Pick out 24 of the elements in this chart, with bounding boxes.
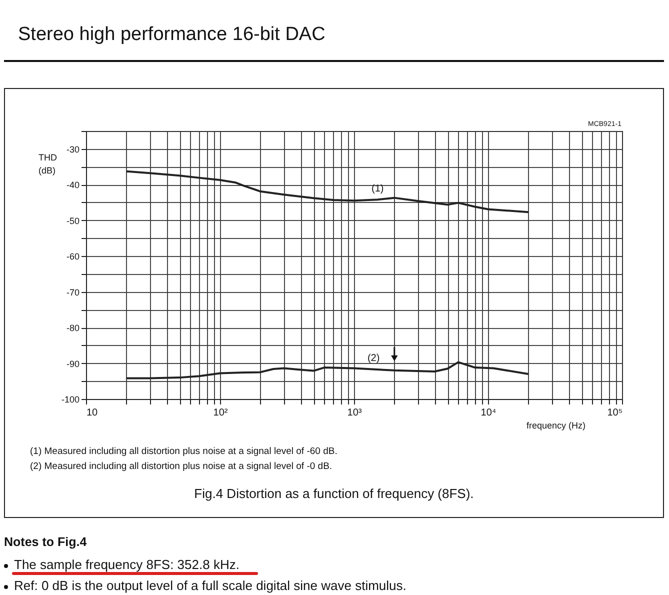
x-tick-label: 10⁴ — [480, 408, 496, 418]
x-tick-label: 10³ — [347, 408, 362, 418]
y-axis-title: THD (dB) — [38, 152, 58, 176]
x-axis-title: frequency (Hz) — [526, 420, 586, 430]
y-tick-label: -80 — [66, 323, 80, 334]
y-tick-label: -70 — [66, 287, 80, 298]
x-tick-label: 10² — [213, 408, 228, 418]
x-tick-label: 10⁵ — [607, 408, 622, 418]
y-tick-label: -30 — [66, 144, 80, 154]
text: (2) Measured including all distortion plus noise at a signal level of -0 dB. — [30, 461, 332, 472]
annotation: (1) — [371, 184, 384, 195]
annotation: (2) — [367, 352, 380, 364]
text: The sample frequency 8FS: 352.8 kHz. — [14, 557, 240, 572]
text: Ref: 0 dB is the output level of a full scale digital sine wave stimulus. — [14, 578, 406, 593]
text: Fig.4 Distortion as a function of frequency (8FS). — [193, 486, 475, 501]
y-tick-label: -50 — [66, 216, 80, 226]
y-tick-label: -100 — [61, 394, 80, 404]
y-tick-label: -60 — [66, 252, 80, 262]
text: (1) Measured including all distortion plus noise at a signal level of -60 dB. — [30, 446, 338, 457]
y-tick-label: -90 — [66, 358, 80, 369]
text: Stereo high performance 16-bit DAC — [18, 24, 326, 46]
text: Notes to Fig.4 — [4, 535, 87, 549]
y-tick-label: -40 — [66, 180, 80, 190]
x-tick-label: 10 — [86, 408, 98, 418]
